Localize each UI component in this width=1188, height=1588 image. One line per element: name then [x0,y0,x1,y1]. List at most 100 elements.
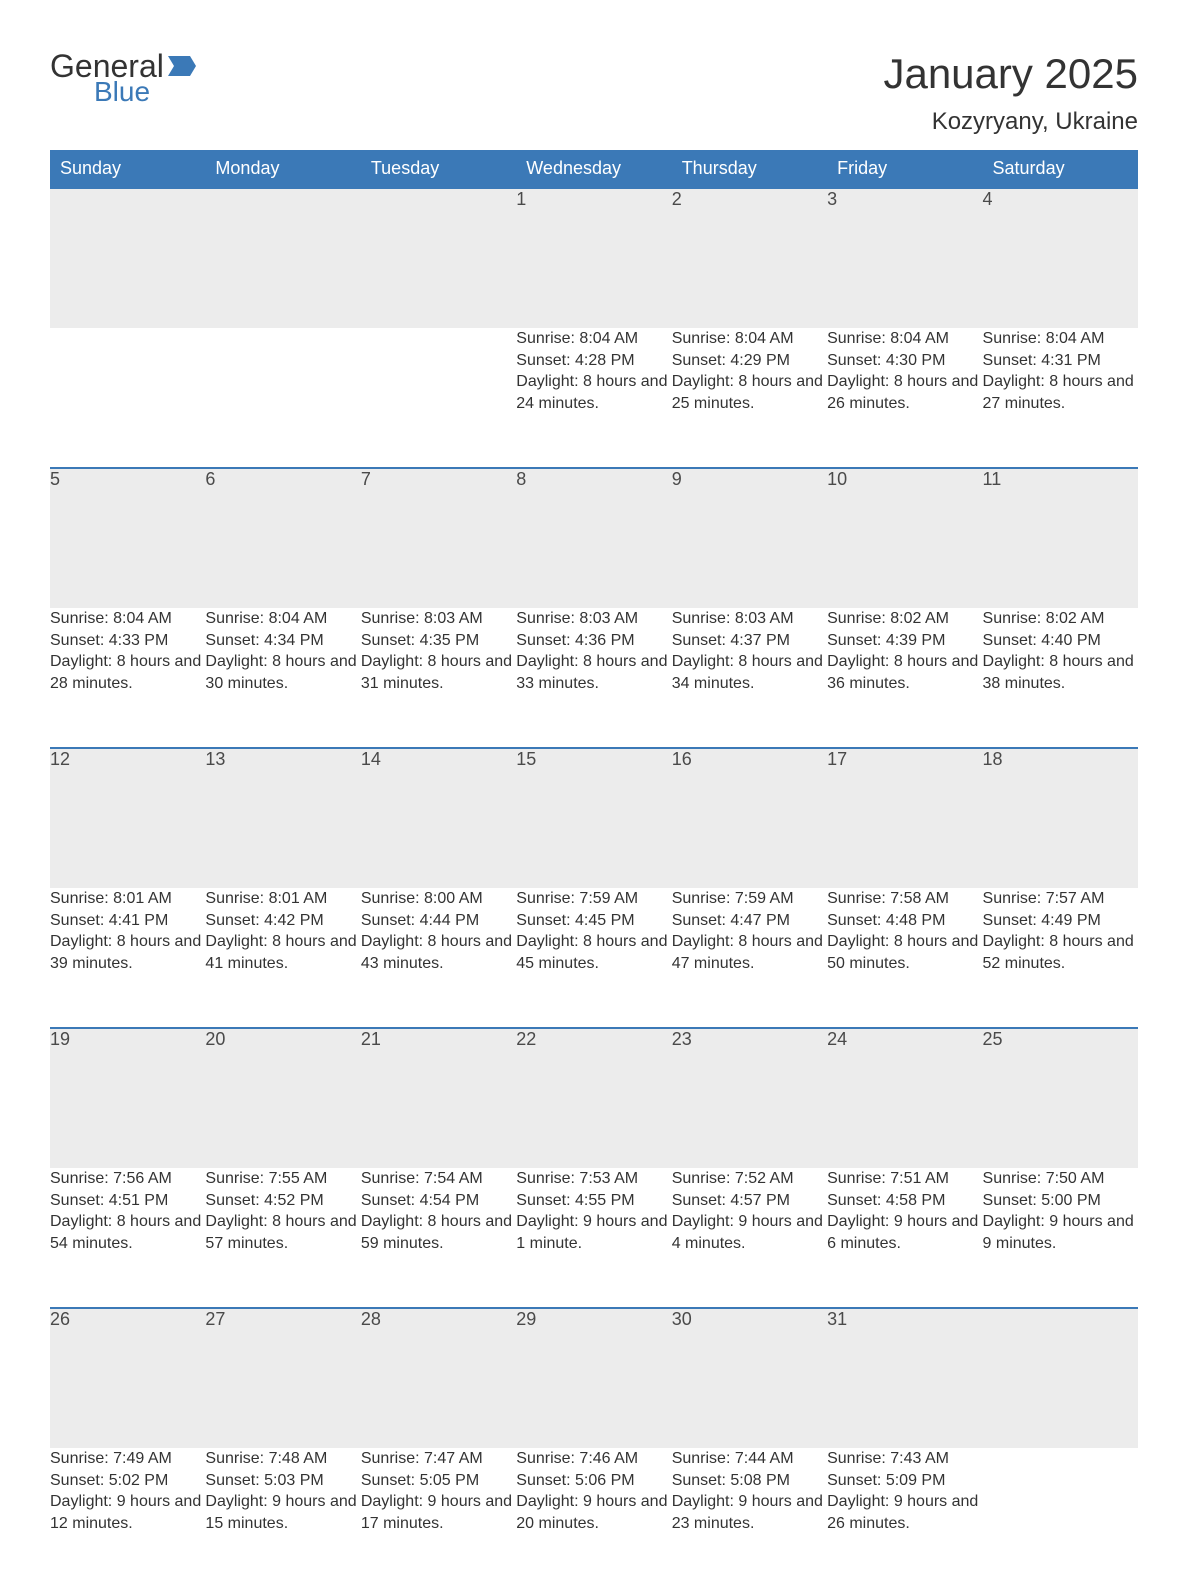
sunrise-line: Sunrise: 7:44 AM [672,1448,827,1470]
sunset-value: 4:41 PM [109,912,169,929]
sunrise-label: Sunrise: [516,1170,575,1187]
daylight-label: Daylight: [516,933,578,950]
sunset-value: 5:02 PM [109,1472,169,1489]
sunrise-label: Sunrise: [516,330,575,347]
sunset-line: Sunset: 4:41 PM [50,910,205,932]
sunrise-label: Sunrise: [827,1170,886,1187]
day-number-cell: 10 [827,468,982,608]
sunrise-line: Sunrise: 7:49 AM [50,1448,205,1470]
daylight-label: Daylight: [361,653,423,670]
weekday-header: Thursday [672,150,827,188]
sunrise-value: 7:49 AM [113,1450,172,1467]
sunset-line: Sunset: 4:34 PM [205,630,360,652]
day-number-cell: 5 [50,468,205,608]
day-number-row: 1234 [50,188,1138,328]
sunset-line: Sunset: 4:42 PM [205,910,360,932]
sunrise-line: Sunrise: 7:52 AM [672,1168,827,1190]
day-number-cell: 9 [672,468,827,608]
daylight-label: Daylight: [983,653,1045,670]
day-number-cell: 15 [516,748,671,888]
daylight-label: Daylight: [672,933,734,950]
sunset-value: 4:36 PM [575,632,635,649]
sunrise-value: 7:54 AM [424,1170,483,1187]
day-number-row: 12131415161718 [50,748,1138,888]
sunset-label: Sunset: [827,1192,881,1209]
daylight-line: Daylight: 8 hours and 28 minutes. [50,651,205,694]
sunset-line: Sunset: 4:35 PM [361,630,516,652]
sunrise-value: 7:52 AM [735,1170,794,1187]
sunrise-value: 7:55 AM [269,1170,328,1187]
day-detail-cell [50,328,205,468]
daylight-label: Daylight: [827,1213,889,1230]
sunset-line: Sunset: 4:37 PM [672,630,827,652]
daylight-line: Daylight: 8 hours and 43 minutes. [361,931,516,974]
day-detail-row: Sunrise: 7:56 AMSunset: 4:51 PMDaylight:… [50,1168,1138,1308]
sunrise-value: 7:59 AM [735,890,794,907]
day-detail-row: Sunrise: 8:01 AM Sunset: 4:41 PM Daylight:… [50,888,1138,1028]
sunrise-value: 7:57 AM [1046,890,1105,907]
sunset-line: Sunset: 4:39 PM [827,630,982,652]
daylight-line: Daylight: 9 hours and 6 minutes. [827,1211,982,1254]
sunset-line: Sunset: 5:03 PM [205,1470,360,1492]
daylight-line: Daylight: 9 hours and 17 minutes. [361,1491,516,1534]
sunrise-value: 7:58 AM [890,890,949,907]
day-number-cell: 24 [827,1028,982,1168]
sunrise-label: Sunrise: [50,890,109,907]
daylight-label: Daylight: [205,1213,267,1230]
day-number-cell: 2 [672,188,827,328]
sunrise-line: Sunrise: 8:02 AM [983,608,1138,630]
sunset-label: Sunset: [827,352,881,369]
sunrise-label: Sunrise: [983,890,1042,907]
sunset-label: Sunset: [827,912,881,929]
sunrise-value: 8:04 AM [890,330,949,347]
day-detail-cell: Sunrise: 8:03 AMSunset: 4:36 PMDaylight:… [516,608,671,748]
sunset-value: 4:51 PM [109,1192,169,1209]
sunrise-value: 7:47 AM [424,1450,483,1467]
day-detail-cell: Sunrise: 7:49 AMSunset: 5:02 PMDaylight:… [50,1448,205,1588]
day-number-cell [205,188,360,328]
day-detail-cell: Sunrise: 8:04 AMSunset: 4:33 PMDaylight:… [50,608,205,748]
daylight-line: Daylight: 8 hours and 54 minutes. [50,1211,205,1254]
sunrise-label: Sunrise: [205,1450,264,1467]
sunset-label: Sunset: [983,352,1037,369]
daylight-label: Daylight: [827,1493,889,1510]
sunrise-line: Sunrise: 7:46 AM [516,1448,671,1470]
sunrise-line: Sunrise: 8:04 AM [205,608,360,630]
sunrise-line: Sunrise: 7:50 AM [983,1168,1138,1190]
sunset-label: Sunset: [205,632,259,649]
sunset-value: 4:31 PM [1041,352,1101,369]
sunset-value: 5:06 PM [575,1472,635,1489]
weekday-header: Monday [205,150,360,188]
sunset-label: Sunset: [516,352,570,369]
day-number-cell: 14 [361,748,516,888]
day-detail-cell: Sunrise: 7:55 AMSunset: 4:52 PMDaylight:… [205,1168,360,1308]
day-detail-cell: Sunrise: 8:03 AMSunset: 4:37 PMDaylight:… [672,608,827,748]
sunset-label: Sunset: [516,1192,570,1209]
sunrise-line: Sunrise: 7:58 AM [827,888,982,910]
day-number-cell [50,188,205,328]
sunrise-value: 8:02 AM [1046,610,1105,627]
sunset-value: 5:09 PM [886,1472,946,1489]
sunrise-label: Sunrise: [50,610,109,627]
weekday-header: Friday [827,150,982,188]
day-number-cell: 27 [205,1308,360,1448]
day-detail-cell: Sunrise: 8:00 AMSunset: 4:44 PMDaylight:… [361,888,516,1028]
sunset-line: Sunset: 5:00 PM [983,1190,1138,1212]
daylight-label: Daylight: [516,1213,578,1230]
day-detail-cell: Sunrise: 7:43 AMSunset: 5:09 PMDaylight:… [827,1448,982,1588]
day-number-row: 19202122232425 [50,1028,1138,1168]
sunset-label: Sunset: [983,1192,1037,1209]
weekday-header: Tuesday [361,150,516,188]
sunrise-line: Sunrise: 8:03 AM [672,608,827,630]
location: Kozyryany, Ukraine [883,108,1138,136]
daylight-line: Daylight: 9 hours and 12 minutes. [50,1491,205,1534]
day-detail-cell: Sunrise: 7:58 AMSunset: 4:48 PMDaylight:… [827,888,982,1028]
daylight-label: Daylight: [672,1493,734,1510]
sunrise-value: 8:01 AM [113,890,172,907]
sunrise-label: Sunrise: [205,890,264,907]
day-detail-cell: Sunrise: 7:47 AMSunset: 5:05 PMDaylight:… [361,1448,516,1588]
sunset-label: Sunset: [827,1472,881,1489]
sunrise-value: 8:01 AM [269,890,328,907]
sunrise-value: 8:04 AM [113,610,172,627]
sunset-label: Sunset: [361,1192,415,1209]
